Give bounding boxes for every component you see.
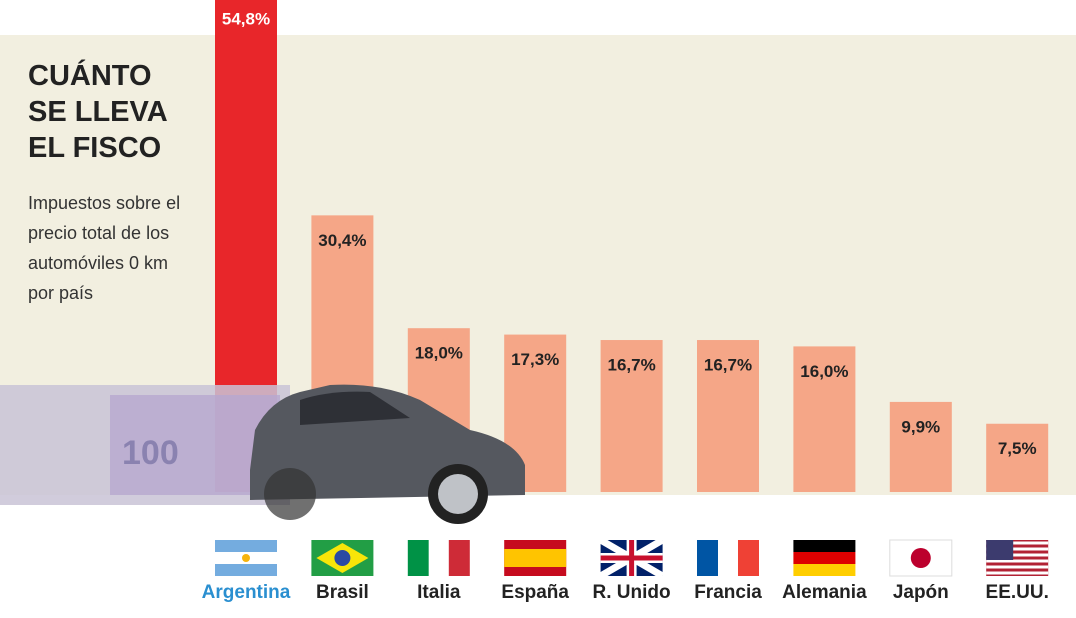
chart-subtitle: Impuestos sobre el precio total de los a… xyxy=(28,193,181,303)
flag xyxy=(215,540,277,576)
banknote-number: 100 xyxy=(122,434,179,472)
flag-part xyxy=(448,540,470,576)
car-wheel xyxy=(264,468,316,520)
flag-part xyxy=(910,548,931,568)
flag-part xyxy=(600,540,663,576)
flag-part xyxy=(407,540,429,576)
bar xyxy=(697,340,759,492)
value-label: 7,5% xyxy=(998,439,1037,458)
car-rim xyxy=(438,474,478,514)
flag-part xyxy=(428,540,449,576)
value-label: 16,0% xyxy=(800,362,848,381)
flag-part xyxy=(718,540,738,576)
bar xyxy=(600,340,663,492)
value-label: 18,0% xyxy=(415,344,463,363)
chart-title: CUÁNTO SE LLEVA EL FISCO xyxy=(28,60,167,164)
flag-part xyxy=(334,550,351,566)
flag xyxy=(311,540,374,576)
category-label: Alemania xyxy=(782,582,867,603)
flag-part xyxy=(738,540,759,576)
bar xyxy=(986,423,1049,492)
bar xyxy=(889,401,952,492)
category-label: Japón xyxy=(893,582,949,603)
flag-part xyxy=(986,540,1014,560)
value-label: 16,7% xyxy=(704,356,752,375)
car-window xyxy=(300,391,410,425)
flag-part xyxy=(793,564,856,576)
value-label: 54,8% xyxy=(222,9,270,28)
value-label: 9,9% xyxy=(901,417,940,436)
flag xyxy=(889,539,953,577)
category-label: Argentina xyxy=(202,582,291,603)
flag xyxy=(407,540,470,576)
category-label: España xyxy=(501,582,569,603)
value-label: 16,7% xyxy=(607,356,655,375)
flag-part xyxy=(793,540,856,552)
category-label: Italia xyxy=(417,582,461,603)
flag xyxy=(986,540,1049,576)
category-label: Francia xyxy=(694,582,762,603)
flag-part xyxy=(793,552,856,564)
illustration: 100 xyxy=(0,384,525,524)
flag xyxy=(504,540,567,576)
flag-part xyxy=(504,549,567,567)
value-label: 30,4% xyxy=(318,231,366,250)
flag xyxy=(598,536,665,580)
bar xyxy=(793,346,856,492)
value-label: 17,3% xyxy=(511,350,559,369)
category-label: R. Unido xyxy=(593,582,671,603)
flag-part xyxy=(242,554,250,562)
flag xyxy=(697,540,759,576)
flag-part xyxy=(986,541,1049,575)
flag-part xyxy=(697,540,718,576)
flag xyxy=(793,540,856,576)
category-label: Brasil xyxy=(316,582,369,603)
category-label: EE.UU. xyxy=(986,582,1049,603)
